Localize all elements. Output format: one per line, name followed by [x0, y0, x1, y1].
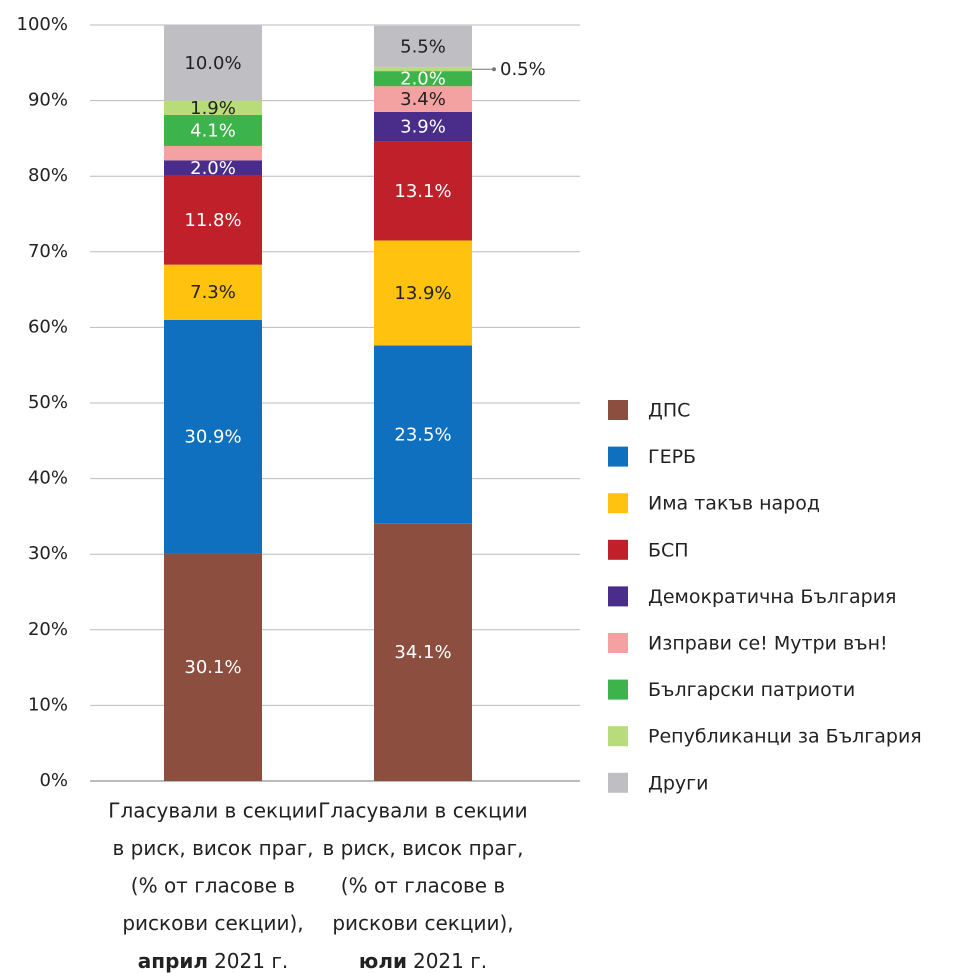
- y-tick-label: 60%: [28, 316, 68, 337]
- bar-segment: [374, 86, 472, 112]
- x-tick-label: Гласували в секции: [318, 799, 527, 823]
- bar-segment: [374, 111, 472, 142]
- bar-segment: [164, 145, 262, 161]
- value-label: 13.1%: [394, 181, 451, 202]
- y-tick-label: 20%: [28, 619, 68, 640]
- x-tick-label-bold: юли: [359, 949, 407, 973]
- legend-label: ГЕРБ: [648, 446, 696, 468]
- value-label: 0.5%: [500, 59, 546, 80]
- bar-segment: [374, 240, 472, 346]
- value-label: 1.9%: [190, 98, 236, 119]
- bar-segment: [164, 264, 262, 320]
- legend-swatch: [608, 726, 628, 747]
- x-tick-label-bold: април: [138, 949, 208, 973]
- legend-swatch: [608, 586, 628, 607]
- value-label: 34.1%: [394, 642, 451, 663]
- x-tick-label: в риск, висок праг,: [113, 836, 314, 860]
- x-tick-label: (% от гласове в: [131, 874, 295, 898]
- value-label: 30.9%: [184, 427, 241, 448]
- bar-segment: [164, 553, 262, 781]
- value-label: 2.0%: [190, 158, 236, 179]
- value-label: 3.4%: [400, 89, 446, 110]
- legend-label: Републиканци за България: [648, 726, 922, 748]
- y-tick-label: 0%: [39, 770, 68, 791]
- leader-dot: [492, 67, 496, 72]
- legend-swatch: [608, 679, 628, 700]
- y-tick-label: 10%: [28, 694, 68, 715]
- value-label: 23.5%: [394, 424, 451, 445]
- bar-segment: [164, 175, 262, 265]
- bar-segment: [374, 67, 472, 72]
- legend-swatch: [608, 493, 628, 514]
- x-tick-label: в риск, висок праг,: [323, 836, 524, 860]
- x-tick-label-tail: 2021 г.: [214, 949, 288, 973]
- legend-label: Други: [648, 772, 708, 794]
- x-tick-label: април 2021 г.: [138, 949, 288, 973]
- x-tick-label: (% от гласове в: [341, 874, 505, 898]
- bar-segment: [164, 160, 262, 176]
- legend-swatch: [608, 446, 628, 467]
- legend-swatch: [608, 400, 628, 420]
- x-tick-label: Гласували в секции: [108, 799, 317, 823]
- y-tick-label: 70%: [28, 241, 68, 262]
- value-label: 3.9%: [400, 117, 446, 138]
- legend-label: Изправи се! Мутри вън!: [648, 633, 888, 655]
- legend-label: Демократична България: [648, 586, 896, 608]
- legend-label: ДПС: [648, 400, 690, 422]
- value-label: 2.0%: [400, 69, 446, 90]
- value-label: 7.3%: [190, 282, 236, 303]
- bar-segment: [164, 319, 262, 554]
- y-tick-label: 80%: [28, 165, 68, 186]
- x-tick-label-tail: 2021 г.: [413, 949, 487, 973]
- y-tick-label: 30%: [28, 543, 68, 564]
- y-tick-label: 90%: [28, 90, 68, 111]
- x-tick-label: рискови секции),: [122, 911, 303, 935]
- bar-segment: [374, 345, 472, 524]
- legend-swatch: [608, 772, 628, 793]
- value-label: 4.1%: [190, 120, 236, 141]
- legend-swatch: [608, 539, 628, 560]
- value-label: 5.5%: [400, 37, 446, 58]
- x-tick-label: юли 2021 г.: [359, 949, 487, 973]
- value-label: 30.1%: [184, 657, 241, 678]
- bar-segment: [374, 523, 472, 781]
- bar-segment: [374, 25, 472, 68]
- x-tick-label: рискови секции),: [332, 911, 513, 935]
- legend-label: Има такъв народ: [648, 493, 820, 515]
- value-label: 11.8%: [184, 210, 241, 231]
- legend-label: Български патриоти: [648, 679, 855, 701]
- bar-segment: [164, 25, 262, 101]
- bar-segment: [374, 71, 472, 87]
- y-tick-label: 100%: [17, 14, 68, 35]
- bar-segment: [374, 141, 472, 241]
- y-tick-label: 50%: [28, 392, 68, 413]
- value-label: 10.0%: [184, 53, 241, 74]
- bar-segment: [164, 100, 262, 115]
- bar-segment: [164, 114, 262, 146]
- value-label: 13.9%: [394, 283, 451, 304]
- legend-label: БСП: [648, 539, 689, 561]
- legend-swatch: [608, 633, 628, 653]
- y-tick-label: 40%: [28, 468, 68, 489]
